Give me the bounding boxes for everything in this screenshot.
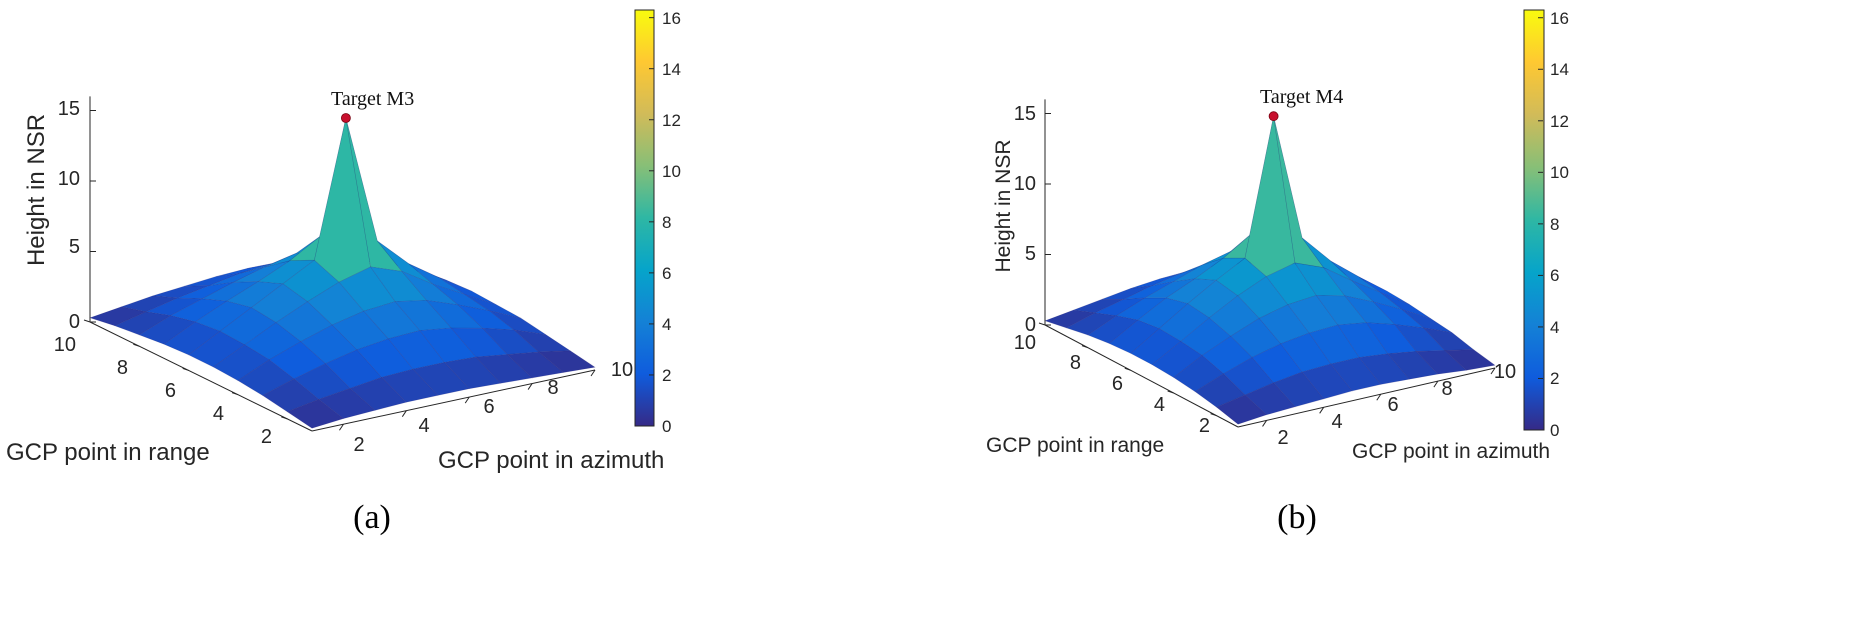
colorbar-tick-label-b-0: 0 <box>1550 421 1559 440</box>
colorbar-ticks-b <box>1538 17 1543 431</box>
y-tick-label-a-6: 6 <box>165 380 176 402</box>
z-tick-label-a-0: 0 <box>69 311 80 333</box>
y-tick-label-b-6: 6 <box>1112 373 1123 395</box>
x-tick-mark-a-0 <box>339 423 344 431</box>
panel-label-b: (b) <box>1277 499 1317 536</box>
x-tick-mark-a-2 <box>464 396 470 404</box>
surface-patch-a-0-8 <box>538 350 596 373</box>
colorbar-tick-label-a-14: 14 <box>662 60 681 79</box>
z-tick-label-b-5: 5 <box>1025 243 1036 265</box>
target-marker-a <box>340 113 351 123</box>
x-tick-mark-b-0 <box>1262 420 1267 427</box>
y-tick-mark-b-1 <box>1167 390 1174 394</box>
colorbar-tick-label-a-6: 6 <box>662 264 671 283</box>
x-tick-mark-b-4 <box>1490 367 1496 375</box>
y-tick-label-a-10: 10 <box>54 334 76 356</box>
x-tick-mark-b-3 <box>1433 380 1439 388</box>
surface-patch-a-1-8 <box>513 329 572 353</box>
x-tick-mark-a-1 <box>401 410 407 417</box>
z-axis-title-b: Height in NSR <box>992 139 1015 272</box>
y-axis-line-b <box>1044 324 1239 428</box>
y-axis-title-b: GCP point in range <box>986 434 1164 457</box>
z-tick-label-b-15: 15 <box>1014 103 1036 125</box>
z-axis-title-a: Height in NSR <box>23 114 50 266</box>
x-tick-label-b-8: 8 <box>1441 378 1452 400</box>
surface-patch-b-2-8 <box>1401 309 1453 333</box>
surface-mesh-b <box>1044 116 1496 425</box>
x-tick-label-a-10: 10 <box>611 359 633 381</box>
colorbar-tick-label-a-16: 16 <box>662 9 681 28</box>
z-tick-label-a-5: 5 <box>69 236 80 258</box>
x-tick-mark-a-4 <box>590 369 596 377</box>
colorbar-tick-label-a-12: 12 <box>662 111 681 130</box>
colorbar-tick-label-a-0: 0 <box>662 417 671 436</box>
x-tick-label-a-8: 8 <box>547 377 558 399</box>
colorbar-tick-label-a-2: 2 <box>662 366 671 385</box>
y-tick-mark-a-3 <box>133 343 140 347</box>
x-axis-line-b <box>1237 367 1496 428</box>
colorbar-tick-label-b-12: 12 <box>1550 112 1569 131</box>
colorbar-tick-label-a-4: 4 <box>662 315 671 334</box>
y-tick-label-a-8: 8 <box>117 357 128 379</box>
x-tick-label-b-4: 4 <box>1331 411 1342 433</box>
x-tick-label-a-2: 2 <box>353 434 364 456</box>
colorbar-tick-label-b-14: 14 <box>1550 60 1569 79</box>
axes-a <box>83 96 596 432</box>
colorbar-tick-label-b-10: 10 <box>1550 163 1569 182</box>
z-tick-label-b-10: 10 <box>1014 173 1036 195</box>
y-tick-label-b-4: 4 <box>1154 394 1165 416</box>
y-tick-mark-b-3 <box>1081 345 1089 349</box>
y-tick-mark-a-1 <box>231 392 239 396</box>
x-tick-label-b-2: 2 <box>1277 427 1288 449</box>
y-tick-label-b-10: 10 <box>1014 332 1036 354</box>
x-tick-label-a-6: 6 <box>483 396 494 418</box>
y-tick-mark-a-4 <box>83 319 91 323</box>
colorbar-b <box>1523 9 1545 431</box>
y-tick-label-a-2: 2 <box>261 426 272 448</box>
x-tick-label-b-10: 10 <box>1494 361 1516 383</box>
y-tick-label-a-4: 4 <box>213 403 224 425</box>
z-tick-label-a-10: 10 <box>58 168 80 190</box>
x-axis-title-a: GCP point in azimuth <box>438 447 664 474</box>
x-tick-mark-b-1 <box>1319 407 1325 414</box>
x-tick-label-a-4: 4 <box>418 415 429 437</box>
y-tick-mark-a-2 <box>182 367 189 371</box>
colorbar-tick-label-b-4: 4 <box>1550 318 1559 337</box>
y-tick-mark-b-4 <box>1038 322 1046 326</box>
surface-panel-b: 0 5 10 15 10 8 6 4 2 2 4 6 8 10 Height i… <box>986 9 1569 536</box>
y-tick-mark-b-2 <box>1124 367 1131 371</box>
x-axis-line-a <box>311 369 596 432</box>
y-tick-mark-a-0 <box>281 416 288 420</box>
colorbar-tick-label-b-2: 2 <box>1550 369 1559 388</box>
colorbar-tick-label-a-10: 10 <box>662 162 681 181</box>
y-tick-mark-b-0 <box>1210 413 1217 417</box>
surface-patch-b-0-8 <box>1444 349 1496 371</box>
y-axis-title-a: GCP point in range <box>6 439 210 466</box>
surface-mesh-a <box>89 117 596 429</box>
colorbar-tick-label-a-8: 8 <box>662 213 671 232</box>
colorbar-ticks-a <box>649 17 654 427</box>
x-tick-label-b-6: 6 <box>1387 394 1398 416</box>
surface-panel-a: 0 5 10 15 10 8 6 4 2 2 4 6 8 10 Height i… <box>6 9 681 536</box>
x-tick-mark-a-3 <box>527 383 533 390</box>
target-label-a: Target M3 <box>331 88 414 110</box>
colorbar-tick-label-b-8: 8 <box>1550 215 1559 234</box>
axes-b <box>1038 99 1496 428</box>
target-label-b: Target M4 <box>1260 86 1343 108</box>
x-tick-mark-b-2 <box>1376 393 1382 401</box>
surface-patch-b-1-8 <box>1422 327 1475 351</box>
colorbar-tick-label-b-16: 16 <box>1550 9 1569 28</box>
x-axis-title-b: GCP point in azimuth <box>1352 440 1550 463</box>
y-tick-label-b-8: 8 <box>1070 352 1081 374</box>
target-marker-b <box>1268 111 1279 122</box>
colorbar-a <box>634 9 655 427</box>
y-axis-line-a <box>89 321 313 432</box>
panel-label-a: (a) <box>353 499 391 536</box>
z-tick-label-a-15: 15 <box>58 98 80 120</box>
z-tick-label-b-0: 0 <box>1025 314 1036 336</box>
y-tick-label-b-2: 2 <box>1199 415 1210 437</box>
colorbar-tick-label-b-6: 6 <box>1550 266 1559 285</box>
